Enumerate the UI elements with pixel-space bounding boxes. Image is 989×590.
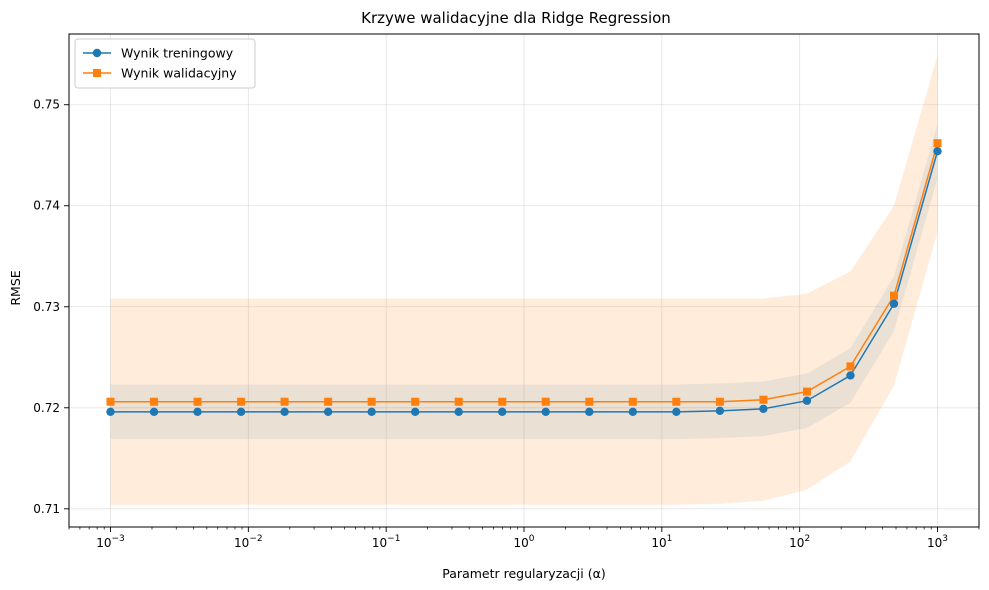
data-point <box>150 397 159 406</box>
data-point <box>236 407 246 417</box>
x-tick-label: 101 <box>651 534 672 550</box>
x-tick-label: 102 <box>789 534 810 550</box>
data-point <box>280 397 289 406</box>
data-point <box>802 387 811 396</box>
data-point <box>889 291 898 300</box>
x-tick-label-exponent: −1 <box>387 534 400 544</box>
data-point <box>498 397 507 406</box>
data-point <box>280 407 289 417</box>
data-point <box>149 407 159 417</box>
x-tick-label-exponent: −3 <box>111 534 124 544</box>
data-point <box>715 406 725 416</box>
data-point <box>541 397 550 406</box>
data-point <box>411 397 420 406</box>
data-point <box>759 404 768 414</box>
x-tick-label-base: 10 <box>651 536 666 550</box>
y-tick-label: 0.75 <box>33 98 60 112</box>
legend-label: Wynik treningowy <box>121 46 234 61</box>
data-point <box>106 407 115 417</box>
data-point <box>628 407 638 417</box>
data-point <box>933 146 942 156</box>
legend-swatch-marker <box>92 48 102 58</box>
data-point <box>933 139 942 148</box>
x-tick-label-exponent: −2 <box>249 534 262 544</box>
data-point <box>672 407 681 417</box>
data-point <box>237 397 246 406</box>
data-point <box>454 407 463 417</box>
x-tick-label-base: 10 <box>789 536 804 550</box>
data-point <box>715 397 724 406</box>
data-point <box>498 407 507 417</box>
data-point <box>846 371 855 380</box>
data-point <box>541 407 550 417</box>
x-tick-label-exponent: 1 <box>667 534 673 544</box>
y-tick-label: 0.71 <box>33 502 60 516</box>
x-tick-label: 10−1 <box>372 534 401 550</box>
x-tick-label: 10−2 <box>234 534 263 550</box>
x-tick-label-base: 10 <box>513 536 528 550</box>
series-band-0 <box>110 123 938 440</box>
data-point <box>889 299 899 308</box>
data-point <box>367 407 376 417</box>
data-point <box>193 407 202 417</box>
x-tick-label-base: 10 <box>372 536 387 550</box>
data-point <box>802 396 812 405</box>
y-tick-label: 0.74 <box>33 199 60 213</box>
y-tick-label: 0.73 <box>33 300 60 314</box>
axis-ticks: 10−3 10−2 10−1 100 101 102 1030.710.720.730.74… <box>33 98 980 550</box>
data-point <box>585 397 594 406</box>
data-point <box>193 397 202 406</box>
x-tick-label-base: 10 <box>96 536 111 550</box>
series-band-1 <box>110 55 938 505</box>
x-tick-label-exponent: 2 <box>804 534 810 544</box>
data-point <box>324 397 333 406</box>
chart-title: Krzywe walidacyjne dla Ridge Regression <box>361 9 671 27</box>
data-point <box>846 362 855 371</box>
x-tick-label-exponent: 0 <box>529 534 535 544</box>
x-tick-label-exponent: 3 <box>942 534 948 544</box>
data-point <box>585 407 594 417</box>
x-tick-label-base: 10 <box>234 536 249 550</box>
data-point <box>454 397 463 406</box>
legend: Wynik treningowy Wynik walidacyjny <box>74 38 256 89</box>
series-markers <box>106 139 942 417</box>
y-axis-label: RMSE <box>8 270 23 305</box>
legend-swatch-marker <box>93 69 101 77</box>
series-line-0 <box>110 150 939 413</box>
legend-box <box>74 38 256 89</box>
grid <box>69 34 979 527</box>
legend-label: Wynik walidacyjny <box>121 66 237 81</box>
series-lines <box>110 142 939 413</box>
x-tick-label-base: 10 <box>927 536 942 550</box>
data-point <box>672 397 681 406</box>
x-tick-label: 103 <box>927 534 948 550</box>
x-axis-label: Parametr regularyzacji (α) <box>442 566 605 581</box>
data-point <box>106 397 115 406</box>
series-line-1 <box>110 142 939 403</box>
data-point <box>759 395 768 404</box>
x-tick-label: 10−3 <box>96 534 125 550</box>
data-point <box>628 397 637 406</box>
x-tick-label: 100 <box>513 534 534 550</box>
y-tick-label: 0.72 <box>33 401 60 415</box>
data-point <box>323 407 333 417</box>
data-point <box>410 407 420 417</box>
confidence-bands <box>110 55 938 505</box>
data-point <box>367 397 376 406</box>
